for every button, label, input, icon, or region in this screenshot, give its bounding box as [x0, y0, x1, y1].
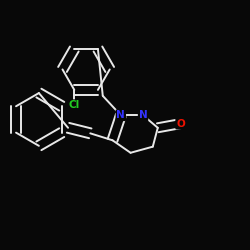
Text: Cl: Cl	[69, 100, 80, 110]
Text: N: N	[116, 110, 125, 120]
Text: N: N	[139, 110, 147, 120]
Text: O: O	[176, 118, 185, 128]
